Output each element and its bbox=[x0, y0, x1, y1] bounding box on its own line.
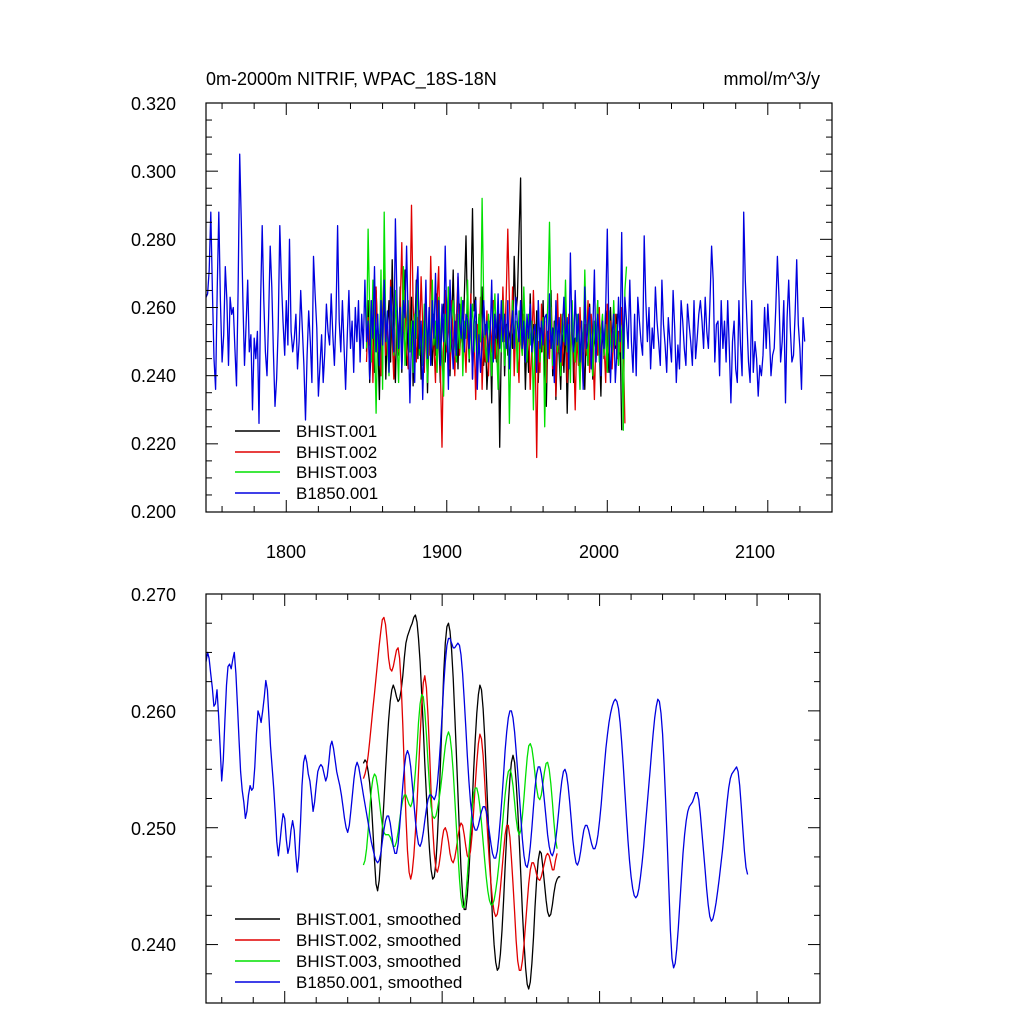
y-tick-label: 0.260 bbox=[131, 298, 176, 318]
bottom-y-tick-labels: 0.270 0.260 0.250 0.240 bbox=[131, 585, 176, 955]
top-chart-units: mmol/m^3/y bbox=[724, 69, 820, 89]
y-tick-label: 0.220 bbox=[131, 434, 176, 454]
series-line-b1850-001 bbox=[206, 153, 806, 425]
bottom-series-group bbox=[206, 614, 749, 990]
y-tick-label: 0.280 bbox=[131, 230, 176, 250]
legend-entry: BHIST.002, smoothed bbox=[296, 931, 461, 950]
legend-entry: B1850.001, smoothed bbox=[296, 973, 462, 992]
legend-entry: BHIST.003 bbox=[296, 463, 377, 482]
y-tick-label: 0.300 bbox=[131, 162, 176, 182]
x-tick-label: 2100 bbox=[735, 542, 775, 562]
y-tick-label: 0.270 bbox=[131, 585, 176, 605]
bottom-chart: 0.270 0.260 0.250 0.240 BHIST.001, smoot… bbox=[131, 585, 821, 1004]
legend-entry: BHIST.003, smoothed bbox=[296, 952, 461, 971]
top-y-tick-labels: 0.320 0.300 0.280 0.260 0.240 0.220 0.20… bbox=[131, 94, 176, 522]
legend-entry: BHIST.002 bbox=[296, 443, 377, 462]
legend-entry: BHIST.001 bbox=[296, 422, 377, 441]
x-tick-label: 2000 bbox=[579, 542, 619, 562]
top-legend: BHIST.001 BHIST.002 BHIST.003 B1850.001 bbox=[235, 422, 378, 503]
top-x-tick-labels: 1800 1900 2000 2100 bbox=[266, 542, 775, 562]
series-line-bhist-003 bbox=[362, 693, 558, 908]
legend-entry: BHIST.001, smoothed bbox=[296, 910, 461, 929]
bottom-legend: BHIST.001, smoothed BHIST.002, smoothed … bbox=[235, 910, 462, 992]
x-tick-label: 1800 bbox=[266, 542, 306, 562]
legend-entry: B1850.001 bbox=[296, 484, 378, 503]
y-tick-label: 0.240 bbox=[131, 935, 176, 955]
y-tick-label: 0.250 bbox=[131, 819, 176, 839]
y-tick-label: 0.240 bbox=[131, 366, 176, 386]
top-chart: 0m-2000m NITRIF, WPAC_18S-18N mmol/m^3/y… bbox=[131, 69, 833, 562]
y-tick-label: 0.200 bbox=[131, 502, 176, 522]
y-tick-label: 0.260 bbox=[131, 702, 176, 722]
x-tick-label: 1900 bbox=[422, 542, 462, 562]
y-tick-label: 0.320 bbox=[131, 94, 176, 114]
top-series-group bbox=[206, 153, 806, 459]
series-line-bhist-001 bbox=[362, 614, 561, 990]
top-ticks-group bbox=[206, 102, 833, 513]
top-chart-title: 0m-2000m NITRIF, WPAC_18S-18N bbox=[206, 69, 497, 90]
series-line-b1850-001 bbox=[206, 637, 749, 969]
series-line-bhist-002 bbox=[362, 616, 558, 971]
bottom-ticks-group bbox=[206, 593, 821, 1004]
